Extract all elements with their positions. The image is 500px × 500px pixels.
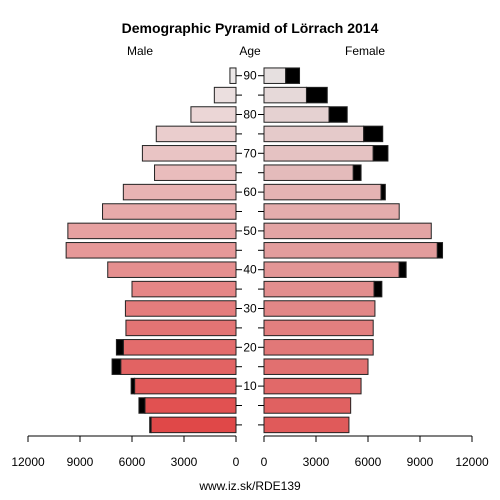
- male-bar-65-69: [154, 164, 237, 181]
- male-excess-bar-20-24: [115, 339, 124, 356]
- female-bar-45-49: [263, 242, 438, 259]
- male-bar-25-29: [125, 319, 237, 337]
- chart-title: Demographic Pyramid of Lörrach 2014: [122, 20, 379, 36]
- female-bar-25-29: [263, 319, 374, 337]
- male-bar-5-9: [144, 397, 237, 414]
- female-bar-15-19: [263, 358, 369, 375]
- female-bar-55-59: [263, 203, 400, 220]
- male-excess-bar-10-14: [130, 377, 136, 395]
- female-excess-bar-75-79: [363, 125, 384, 143]
- male-x-tick-label: 6000: [119, 455, 146, 469]
- female-bar-85-89: [263, 86, 307, 104]
- female-bar-5-9: [263, 397, 352, 414]
- male-bar-45-49: [65, 242, 237, 259]
- male-bar-15-19: [120, 358, 237, 375]
- male-bar-75-79: [155, 125, 237, 143]
- female-bar-40-44: [263, 261, 400, 278]
- female-excess-bar-65-69: [352, 164, 362, 181]
- female-label: Female: [345, 44, 385, 58]
- male-excess-bar-0-4: [149, 416, 152, 434]
- female-bar-30-34: [263, 300, 376, 317]
- female-bar-90+: [263, 67, 287, 84]
- female-bar-70-74: [263, 145, 374, 162]
- female-bar-75-79: [263, 125, 365, 143]
- age-tick-label: 10: [243, 379, 257, 393]
- male-bar-40-44: [107, 261, 237, 278]
- male-bar-80-84: [190, 106, 237, 123]
- male-x-tick-label: 3000: [171, 455, 198, 469]
- female-bar-10-14: [263, 377, 362, 395]
- female-excess-bar-35-39: [373, 280, 383, 298]
- male-x-tick-label: 12000: [11, 455, 45, 469]
- male-bar-35-39: [131, 280, 237, 298]
- female-bar-60-64: [263, 183, 382, 201]
- female-excess-bar-60-64: [380, 183, 386, 201]
- male-bar-30-34: [124, 300, 237, 317]
- male-bar-85-89: [213, 86, 237, 104]
- male-excess-bar-15-19: [111, 358, 122, 375]
- age-tick-label: 80: [243, 108, 257, 122]
- age-tick-label: 70: [243, 146, 257, 160]
- female-bar-50-54: [263, 222, 432, 240]
- female-x-tick-label: 6000: [355, 455, 382, 469]
- female-bar-80-84: [263, 106, 330, 123]
- bars-group: [65, 67, 444, 434]
- male-bar-0-4: [150, 416, 237, 434]
- age-tick-label: 20: [243, 340, 257, 354]
- axes-group: 10 20 30 40 50 60 70 80 90 12000 9000 6000 3000 0 0 300…: [11, 69, 489, 469]
- female-bar-20-24: [263, 339, 374, 356]
- male-bar-90+: [229, 67, 237, 84]
- age-tick-label: 50: [243, 224, 257, 238]
- female-x-tick-label: 9000: [407, 455, 434, 469]
- female-excess-bar-70-74: [372, 145, 389, 162]
- male-bar-10-14: [134, 377, 237, 395]
- female-x-tick-label: 0: [261, 455, 268, 469]
- age-tick-label: 30: [243, 302, 257, 316]
- age-tick-label: 60: [243, 185, 257, 199]
- male-bar-60-64: [122, 183, 237, 201]
- male-x-tick-label: 0: [233, 455, 240, 469]
- female-excess-bar-45-49: [436, 242, 444, 259]
- female-excess-bar-40-44: [398, 261, 407, 278]
- male-bar-55-59: [102, 203, 237, 220]
- male-bar-20-24: [122, 339, 237, 356]
- female-bar-35-39: [263, 280, 375, 298]
- age-label: Age: [239, 44, 261, 58]
- female-bar-65-69: [263, 164, 354, 181]
- footer-text: www.iz.sk/RDE139: [198, 479, 301, 493]
- male-label: Male: [127, 44, 153, 58]
- female-excess-bar-80-84: [328, 106, 348, 123]
- age-tick-label: 90: [243, 69, 257, 83]
- male-excess-bar-5-9: [138, 397, 146, 414]
- age-tick-label: 40: [243, 263, 257, 277]
- male-bar-50-54: [67, 222, 237, 240]
- male-bar-70-74: [141, 145, 237, 162]
- female-bar-0-4: [263, 416, 350, 434]
- female-x-tick-label: 3000: [303, 455, 330, 469]
- female-x-tick-label: 12000: [455, 455, 489, 469]
- male-x-tick-label: 9000: [67, 455, 94, 469]
- female-excess-bar-90+: [285, 67, 301, 84]
- female-excess-bar-85-89: [305, 86, 328, 104]
